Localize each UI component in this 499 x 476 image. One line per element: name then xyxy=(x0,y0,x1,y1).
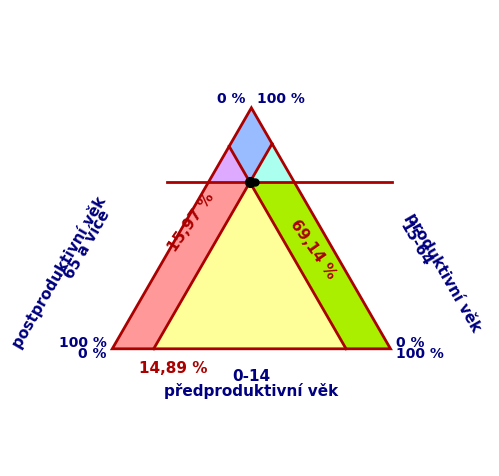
Text: 15-64: 15-64 xyxy=(397,218,434,268)
Text: 0 %: 0 % xyxy=(78,346,107,360)
Polygon shape xyxy=(250,183,391,349)
Text: 100 %: 100 % xyxy=(59,335,107,349)
Text: 69,14 %: 69,14 % xyxy=(287,217,338,281)
Text: 100 %: 100 % xyxy=(396,346,444,360)
Text: 100 %: 100 % xyxy=(257,92,305,106)
Text: 15,97 %: 15,97 % xyxy=(166,189,218,254)
Polygon shape xyxy=(209,147,250,183)
Polygon shape xyxy=(154,183,346,349)
Text: 0 %: 0 % xyxy=(217,92,246,106)
Polygon shape xyxy=(229,109,272,183)
Text: 65 a více: 65 a více xyxy=(61,207,113,280)
Text: produktivní věk: produktivní věk xyxy=(403,209,484,334)
Text: 0-14: 0-14 xyxy=(233,368,270,384)
Text: předproduktivní věk: předproduktivní věk xyxy=(164,382,338,398)
Text: postproduktivní věk: postproduktivní věk xyxy=(9,193,109,350)
Polygon shape xyxy=(112,183,250,349)
Text: 0 %: 0 % xyxy=(396,335,425,349)
Text: 14,89 %: 14,89 % xyxy=(139,360,208,375)
Polygon shape xyxy=(250,144,294,183)
